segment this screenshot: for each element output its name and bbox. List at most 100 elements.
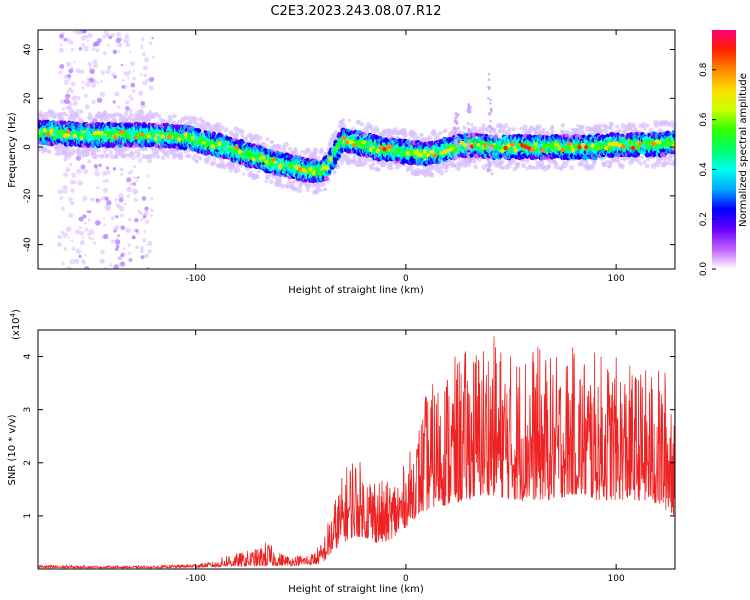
- spectral-cell: [74, 95, 77, 98]
- spectral-cell: [264, 179, 269, 184]
- spectral-cell: [57, 234, 63, 240]
- spectral-cell: [91, 47, 96, 52]
- spectral-cell: [553, 164, 559, 170]
- spectral-cell: [100, 70, 106, 75]
- spectral-cell: [82, 30, 88, 34]
- spectral-cell: [511, 157, 516, 163]
- spectral-cell: [264, 144, 269, 149]
- spectral-cell: [156, 121, 160, 125]
- spectral-cell: [666, 161, 671, 166]
- spectral-cell: [120, 63, 124, 67]
- spectral-cell: [438, 130, 443, 136]
- spectral-cell: [183, 115, 189, 121]
- spectral-cell: [323, 187, 328, 191]
- spectral-cell: [319, 148, 324, 153]
- spectral-cell: [69, 258, 75, 265]
- spectral-cell: [72, 148, 77, 153]
- spectral-cell: [639, 162, 643, 166]
- spectral-cell: [318, 188, 323, 193]
- spectral-cell: [117, 263, 122, 267]
- spectral-cell: [133, 176, 136, 179]
- spectral-cell: [63, 172, 69, 178]
- spectral-cell: [131, 89, 136, 93]
- spectral-cell: [269, 179, 274, 185]
- spectral-cell: [150, 208, 154, 212]
- spectral-cell: [672, 159, 675, 165]
- spectral-cell: [155, 154, 161, 160]
- spectral-cell: [107, 65, 111, 70]
- spectral-cell: [72, 117, 77, 122]
- spectral-cell: [223, 127, 229, 133]
- spectral-cell: [117, 234, 121, 237]
- spectral-cell: [91, 237, 95, 241]
- spectral-cell: [278, 177, 282, 182]
- spectral-cell: [133, 197, 138, 202]
- spectral-cell: [88, 66, 92, 70]
- spectral-cell: [642, 160, 647, 165]
- spectral-cell: [102, 51, 107, 56]
- spectral-cell: [93, 153, 99, 160]
- spectral-cell: [62, 32, 65, 35]
- spectral-cell: [240, 129, 245, 134]
- spectral-cell: [106, 43, 110, 47]
- spectral-cell: [134, 149, 139, 154]
- spectral-cell: [103, 223, 106, 226]
- spectral-cell: [374, 128, 380, 134]
- spectral-cell: [160, 118, 166, 123]
- spectral-cell: [94, 220, 101, 226]
- spectral-cell: [84, 81, 91, 88]
- spectral-cell: [608, 126, 613, 131]
- spectral-cell: [164, 145, 168, 149]
- spectral-cell: [59, 33, 64, 39]
- spectral-cell: [472, 159, 477, 164]
- spectral-cell: [136, 151, 142, 157]
- spectral-cell: [81, 236, 85, 239]
- spectral-cell: [80, 164, 86, 170]
- spectral-cell: [125, 42, 131, 47]
- spectral-cell: [68, 68, 74, 74]
- spectral-cell: [522, 124, 528, 131]
- spectral-cell: [124, 33, 130, 39]
- spectral-cell: [104, 115, 111, 122]
- spectral-cell: [112, 49, 117, 54]
- spectral-cell: [396, 164, 402, 169]
- spectral-cell: [445, 169, 449, 173]
- spectral-cell: [136, 176, 140, 179]
- spectral-cell: [111, 72, 116, 77]
- spectral-cell: [129, 182, 133, 186]
- spectral-cell: [548, 160, 553, 165]
- spectral-cell: [70, 188, 75, 193]
- spectral-cell: [623, 129, 629, 135]
- spectral-cell: [84, 151, 90, 157]
- spectral-cell: [75, 155, 82, 161]
- spectral-cell: [61, 261, 65, 266]
- spectral-cell: [113, 264, 119, 269]
- spectral-cell: [389, 166, 393, 171]
- spectral-cell: [551, 124, 555, 128]
- spectral-cell: [154, 150, 160, 156]
- spectral-cell: [213, 157, 217, 161]
- spectral-cell: [438, 169, 445, 176]
- spectral-cell: [462, 125, 467, 130]
- spectral-cell: [71, 172, 77, 178]
- spectral-cell: [617, 128, 622, 134]
- spectral-cell: [137, 209, 141, 213]
- spectral-cell: [433, 133, 440, 140]
- spectral-cell: [38, 146, 43, 152]
- spectral-cell: [59, 64, 65, 70]
- spectral-cell: [320, 181, 326, 188]
- spectral-cell: [79, 240, 85, 246]
- spectral-cell: [109, 150, 113, 155]
- spectral-cell: [141, 213, 144, 216]
- spectral-cell: [240, 133, 245, 138]
- spectral-cell: [65, 93, 71, 99]
- spectral-cell: [141, 154, 147, 160]
- spectral-cell: [57, 113, 64, 119]
- spectral-cell: [119, 167, 124, 172]
- spectral-cell: [93, 150, 97, 154]
- spectral-cell: [148, 76, 154, 83]
- spectral-cell: [44, 136, 49, 142]
- spectral-cell: [336, 164, 341, 170]
- spectral-cell: [77, 180, 83, 186]
- spectral-cell: [106, 200, 112, 206]
